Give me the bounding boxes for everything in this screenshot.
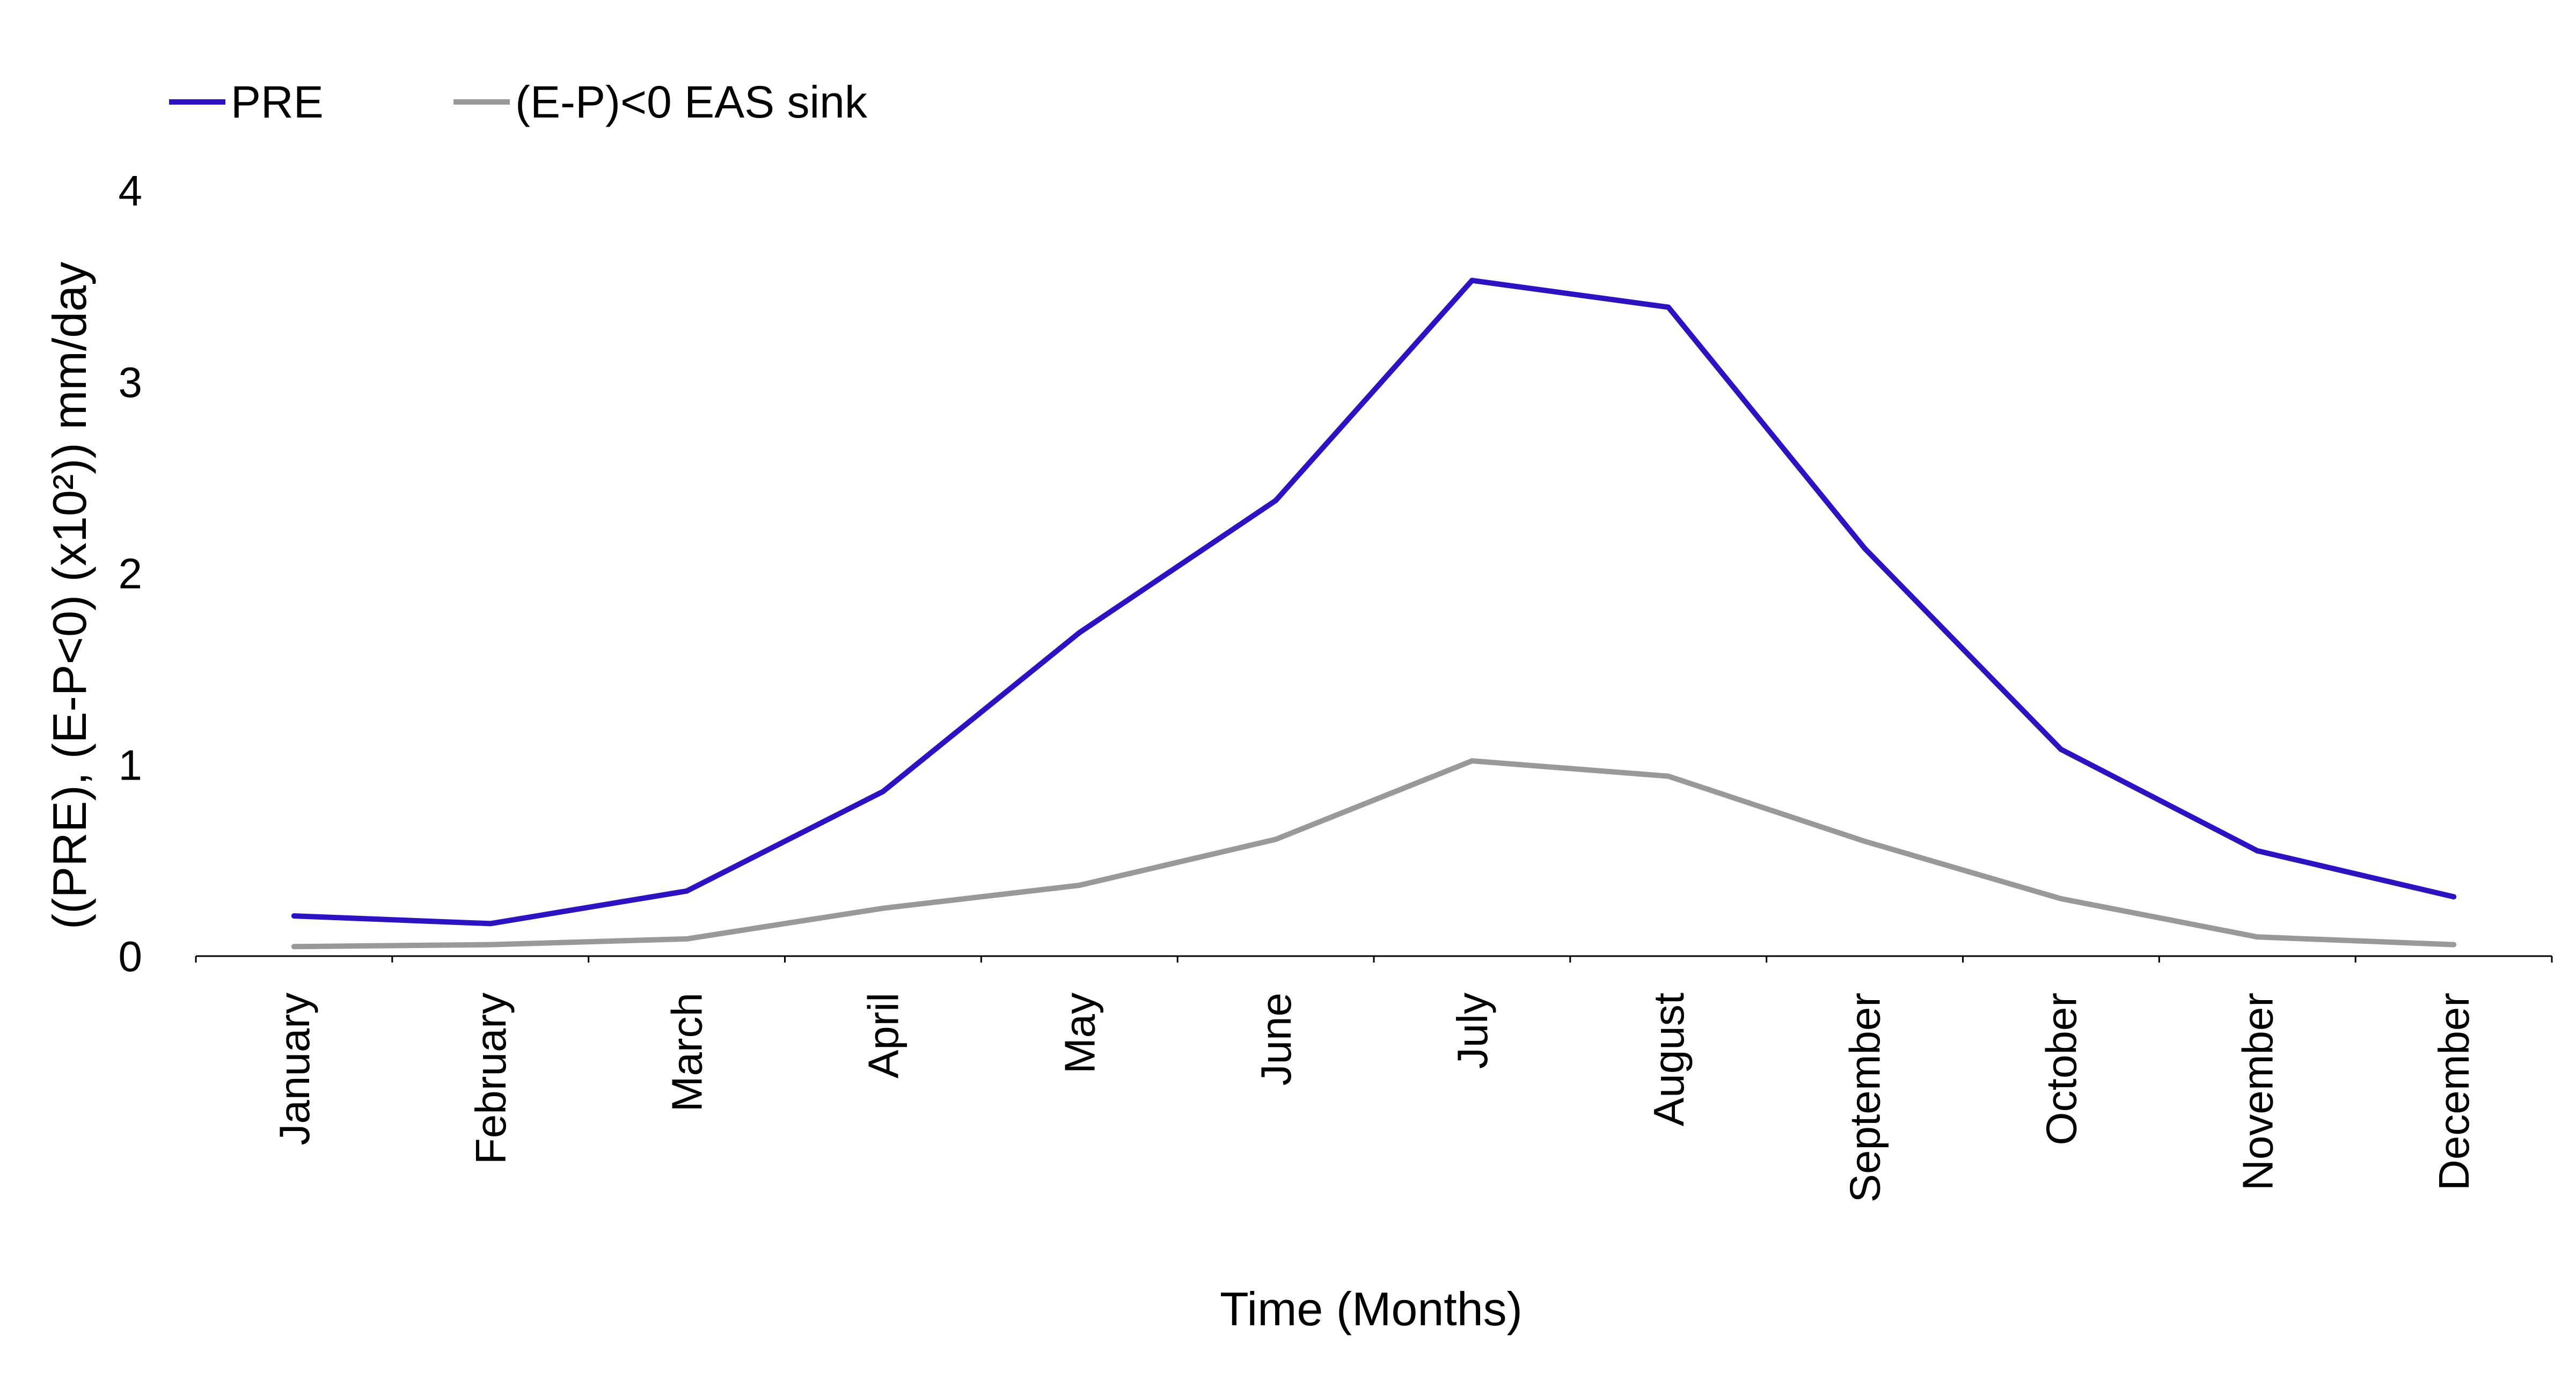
y-axis-title: ((PRE), (E-P<0) (x10²)) mm/day (43, 262, 96, 929)
x-tick-label-june: June (1252, 993, 1300, 1085)
data-point-pre (2058, 746, 2064, 752)
data-point-e-p-0-eas-sink (1077, 883, 1082, 889)
data-point-pre (1469, 277, 1475, 283)
data-point-pre (1665, 304, 1671, 310)
data-point-pre (487, 921, 493, 927)
data-point-pre (291, 913, 297, 919)
y-axis-ticks: 0 1 2 3 4 (119, 167, 143, 980)
data-point-pre (880, 789, 886, 795)
x-tick-label-september: September (1841, 993, 1889, 1202)
x-tick-label-april: April (859, 993, 907, 1078)
data-point-e-p-0-eas-sink (880, 905, 886, 911)
legend-item-eas-sink: (E-P)<0 EAS sink (453, 77, 868, 127)
legend-label-pre: PRE (231, 77, 324, 127)
data-point-pre (1273, 497, 1279, 503)
x-axis-ticks: January February March April May June July Augu… (195, 956, 2553, 1202)
y-tick-label: 3 (119, 358, 143, 406)
data-point-e-p-0-eas-sink (1469, 758, 1475, 764)
legend: PRE (E-P)<0 EAS sink (169, 77, 868, 127)
data-point-e-p-0-eas-sink (2058, 895, 2064, 901)
x-tick-label-august: August (1645, 993, 1693, 1126)
x-tick-label-february: February (467, 993, 515, 1164)
data-point-e-p-0-eas-sink (2255, 934, 2260, 940)
data-point-e-p-0-eas-sink (291, 944, 297, 950)
x-tick-label-may: May (1056, 993, 1103, 1074)
data-point-pre (1862, 546, 1868, 552)
data-point-pre (2255, 848, 2260, 854)
data-point-pre (1077, 630, 1082, 636)
legend-label-eas-sink: (E-P)<0 EAS sink (515, 77, 868, 127)
data-point-e-p-0-eas-sink (1665, 773, 1671, 779)
series-line-e-p-0-eas-sink (291, 758, 2457, 950)
series-line-pre (291, 277, 2457, 927)
y-tick-label: 2 (119, 550, 143, 598)
data-point-e-p-0-eas-sink (684, 936, 690, 942)
x-tick-label-november: November (2234, 993, 2281, 1191)
data-point-e-p-0-eas-sink (1862, 838, 1868, 844)
series-layer (291, 277, 2457, 950)
legend-item-pre: PRE (169, 77, 324, 127)
data-point-e-p-0-eas-sink (1273, 836, 1279, 842)
y-tick-label: 4 (119, 167, 143, 215)
x-tick-label-july: July (1448, 993, 1496, 1069)
x-tick-label-march: March (663, 993, 711, 1112)
y-tick-label: 0 (119, 933, 143, 980)
data-point-e-p-0-eas-sink (2451, 942, 2457, 948)
x-tick-label-october: October (2037, 993, 2085, 1146)
data-point-e-p-0-eas-sink (487, 942, 493, 948)
data-point-pre (684, 888, 690, 894)
data-point-pre (2451, 894, 2457, 900)
x-axis-title: Time (Months) (1220, 1282, 1523, 1335)
x-tick-label-december: December (2430, 993, 2478, 1191)
y-tick-label: 1 (119, 741, 143, 789)
x-tick-label-january: January (270, 993, 318, 1146)
